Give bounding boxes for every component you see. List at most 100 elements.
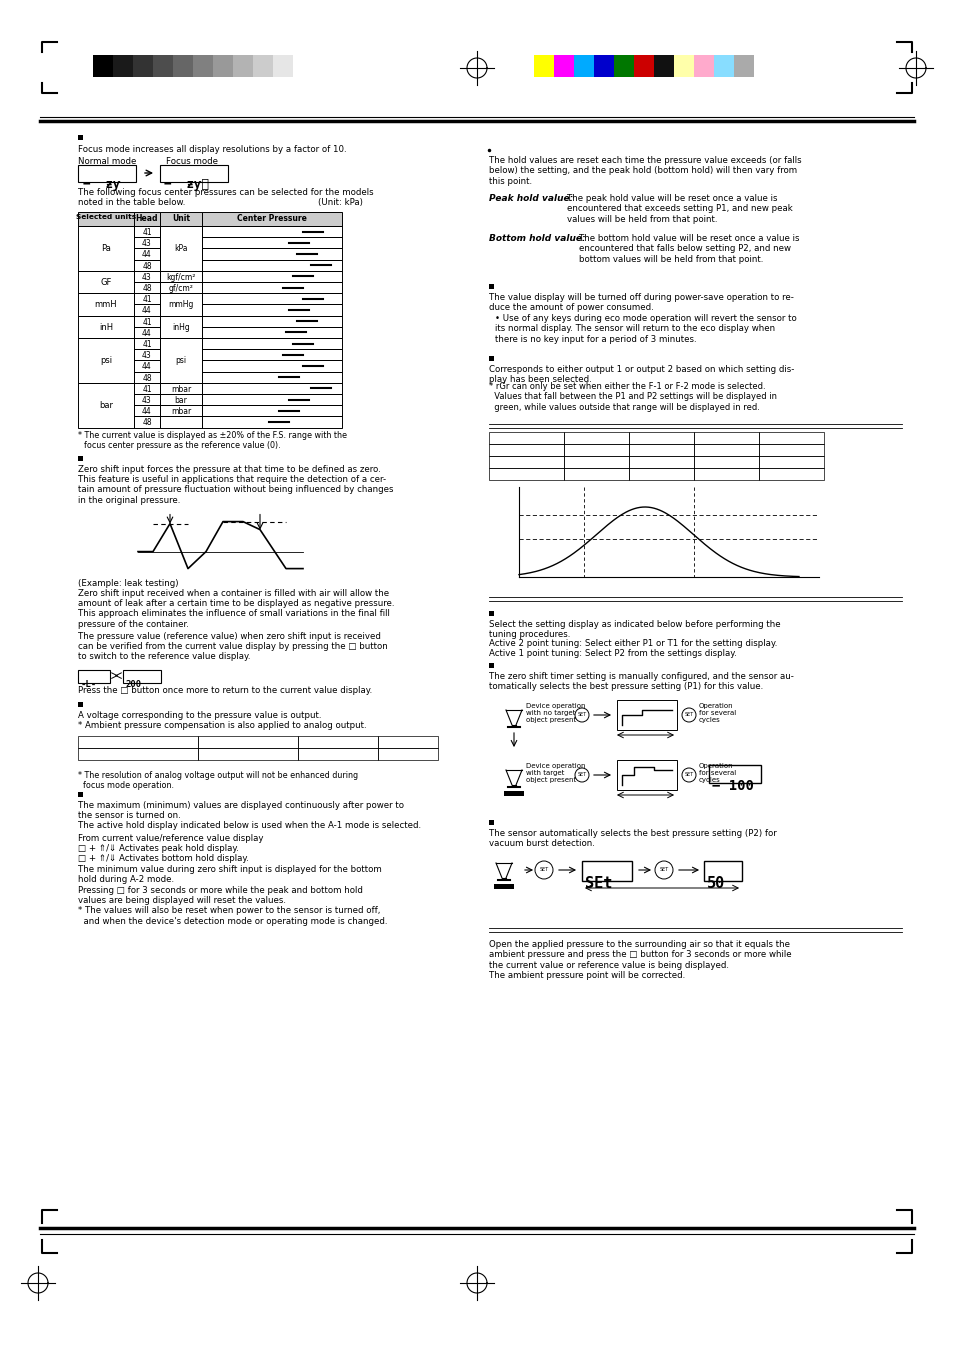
Bar [133,293,160,304]
Text: 41: 41 [142,317,152,327]
Bar [202,293,341,304]
Bar [554,55,574,77]
Bar [563,444,628,457]
Bar [202,316,341,327]
Bar [489,820,494,825]
Text: SET: SET [683,712,693,717]
Text: bar: bar [174,396,187,405]
Bar [693,467,759,480]
Bar [133,270,160,282]
Text: 50: 50 [706,875,724,892]
Bar [78,701,83,707]
Bar [654,55,673,77]
Bar [133,361,160,372]
Bar [160,316,202,338]
Bar [628,457,693,467]
Bar [133,226,160,238]
Text: psi: psi [175,357,187,365]
Bar [78,226,133,270]
Bar [160,212,202,226]
Bar [160,416,202,428]
Bar [160,282,202,293]
Text: Zero shift input forces the pressure at that time to be defined as zero.
This fe: Zero shift input forces the pressure at … [78,465,393,505]
Text: Active 2 point tuning: Select either P1 or T1 for the setting display.
Active 1 : Active 2 point tuning: Select either P1 … [489,639,777,658]
Text: 41: 41 [142,340,152,349]
Bar [489,457,563,467]
Text: 44: 44 [142,250,152,259]
Text: 41: 41 [142,228,152,236]
Bar [673,55,693,77]
Bar [202,259,341,270]
Bar [160,394,202,405]
Bar [634,55,654,77]
Bar [78,382,133,428]
Bar [534,55,554,77]
Bar [193,55,213,77]
Bar [133,249,160,259]
Bar [78,735,198,747]
Text: 48: 48 [142,419,152,427]
Bar [202,327,341,338]
Text: Operation
for several
cycles: Operation for several cycles [699,763,736,784]
Bar [233,55,253,77]
Text: 41: 41 [142,385,152,393]
Text: 48: 48 [142,284,152,293]
Text: The sensor automatically selects the best pressure setting (P2) for
vacuum burst: The sensor automatically selects the bes… [489,830,776,848]
Bar [78,455,83,461]
Text: SET: SET [577,712,586,717]
Bar [759,467,823,480]
Bar [563,457,628,467]
Bar [78,165,136,182]
Bar [563,467,628,480]
Bar [133,405,160,416]
Text: Zero shift input received when a container is filled with air will allow the
amo: Zero shift input received when a contain… [78,589,395,628]
Bar [594,55,614,77]
Text: Corresponds to either output 1 or output 2 based on which setting dis-
play has : Corresponds to either output 1 or output… [489,365,794,385]
Bar [78,270,133,293]
Text: SET: SET [577,771,586,777]
Bar [160,226,202,270]
Text: 43: 43 [142,396,152,405]
Bar [172,55,193,77]
Bar [133,282,160,293]
Bar [133,338,160,349]
Text: gf/cm²: gf/cm² [169,284,193,293]
Text: The following focus center pressures can be selected for the models: The following focus center pressures can… [78,188,374,197]
Text: Open the applied pressure to the surrounding air so that it equals the
ambient p: Open the applied pressure to the surroun… [489,940,791,981]
Text: Focus mode: Focus mode [166,157,218,166]
Bar [733,55,753,77]
Text: Device operation
with no target
object present: Device operation with no target object p… [525,703,585,723]
Text: The peak hold value will be reset once a value is
encountered that exceeds setti: The peak hold value will be reset once a… [566,195,792,224]
Text: −  ƶƴ: − ƶƴ [83,178,120,190]
Bar [78,792,83,797]
Bar [628,467,693,480]
Text: focus center pressure as the reference value (0).: focus center pressure as the reference v… [84,440,280,450]
Bar [78,316,133,338]
Text: kPa: kPa [174,245,188,254]
Text: * rGr can only be set when either the F-1 or F-2 mode is selected.
  Values that: * rGr can only be set when either the F-… [489,382,776,412]
Bar [133,238,160,249]
Text: Pressing □ for 3 seconds or more while the peak and bottom hold
values are being: Pressing □ for 3 seconds or more while t… [78,886,387,925]
Bar [133,416,160,428]
Bar [202,394,341,405]
Text: From current value/reference value display
□ + ⇑/⇓ Activates peak hold display.
: From current value/reference value displ… [78,834,381,884]
Bar [503,790,523,796]
Bar [132,55,152,77]
Bar [759,432,823,444]
Text: Operation
for several
cycles: Operation for several cycles [699,703,736,723]
Bar [489,611,494,616]
Bar [152,55,172,77]
Bar [202,349,341,361]
Bar [489,284,494,289]
Bar [693,432,759,444]
Bar [160,293,202,316]
Text: The hold values are reset each time the pressure value exceeds (or falls
below) : The hold values are reset each time the … [489,155,801,186]
Bar [78,293,133,316]
Bar [202,304,341,316]
Text: 41: 41 [142,296,152,304]
Bar [377,747,437,759]
Bar [133,212,160,226]
Bar [202,405,341,416]
Text: 43: 43 [142,273,152,282]
Bar [617,761,677,790]
